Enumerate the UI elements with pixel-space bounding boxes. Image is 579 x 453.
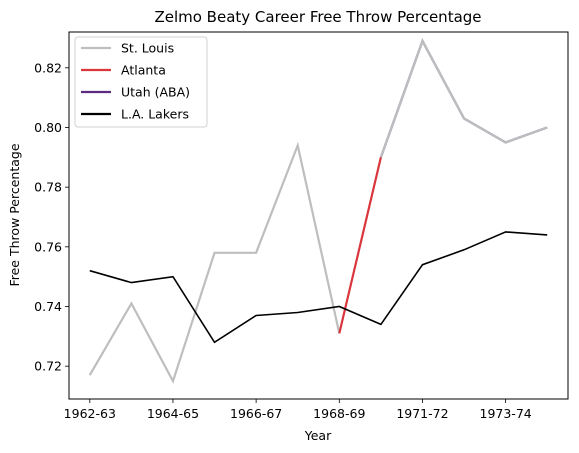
series-line-l-a-lakers [89,231,548,344]
y-axis-ticks: 0.72 0.74 0.76 0.78 0.80 0.82 [34,60,69,374]
x-tick-label: 1971-72 [396,406,448,421]
y-tick-label: 0.76 [34,239,62,254]
chart-legend: St. Louis Atlanta Utah (ABA) L.A. Lakers [74,36,208,128]
chart-title: Zelmo Beaty Career Free Throw Percentage [154,8,481,26]
series-line-atlanta [338,157,382,334]
x-tick-label: 1962-63 [64,406,116,421]
x-tick-label: 1964-65 [147,406,199,421]
series-layer [88,38,548,384]
x-tick-label: 1968-69 [313,406,365,421]
legend-label: St. Louis [121,41,174,56]
y-tick-label: 0.74 [34,299,62,314]
x-tick-label: 1973-74 [480,406,532,421]
plot-frame [68,31,569,400]
y-tick-label: 0.72 [34,359,62,374]
legend-label: Utah (ABA) [121,85,190,100]
y-tick-label: 0.80 [34,120,62,135]
y-tick-label: 0.82 [34,60,62,75]
legend-box [74,36,208,128]
x-axis-label: Year [304,428,332,443]
x-tick-label: 1966-67 [230,406,282,421]
series-line-utah-aba [379,38,548,158]
y-tick-label: 0.78 [34,180,62,195]
y-axis-label: Free Throw Percentage [7,143,22,286]
series-line-st-louis [88,141,341,384]
legend-label: L.A. Lakers [121,107,189,122]
series-line-utah-overlay [379,38,548,158]
legend-label: Atlanta [121,63,166,78]
x-axis-ticks: 1962-63 1964-65 1966-67 1968-69 1971-72 1973-… [64,399,532,421]
